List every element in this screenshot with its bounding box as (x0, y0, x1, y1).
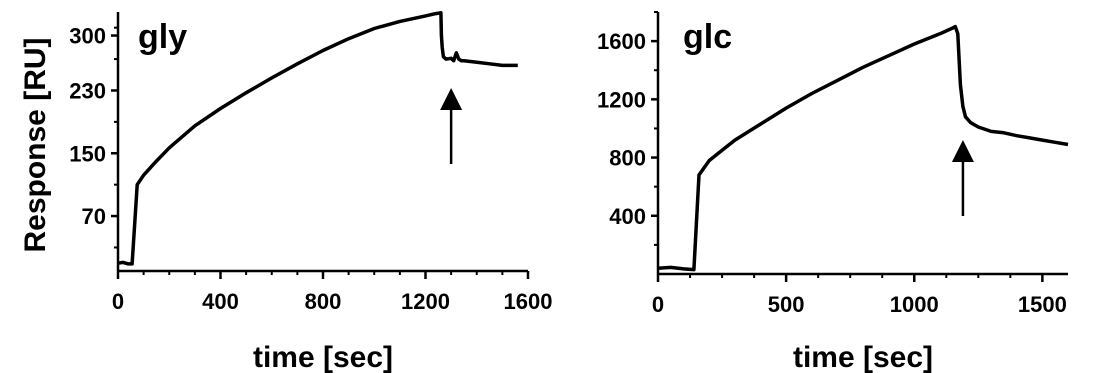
x-tick-label: 500 (768, 292, 805, 317)
y-tick-label: 800 (609, 146, 646, 171)
x-axis-label: time [sec] (793, 341, 933, 373)
y-tick-label: 150 (69, 141, 106, 166)
series-line (117, 11, 518, 266)
x-tick-label: 1200 (401, 289, 450, 314)
x-tick-label: 400 (202, 289, 239, 314)
arrow-head (440, 88, 463, 110)
y-axis-label: Response [RU] (19, 37, 52, 252)
y-tick-label: 400 (609, 204, 646, 229)
chart-title: glc (683, 18, 732, 56)
y-tick-label: 230 (69, 78, 106, 103)
x-tick-label: 800 (305, 289, 342, 314)
y-tick-label: 1200 (597, 87, 646, 112)
x-tick-label: 0 (652, 292, 664, 317)
y-tick-label: 70 (82, 204, 106, 229)
chart-panel-glc: 0 500 1000 1500 400 800 1200 1600 glc time [sec] (597, 11, 1069, 373)
y-tick-label: 300 (69, 24, 106, 49)
x-axis-label: time [sec] (253, 341, 393, 373)
y-tick-label: 1600 (597, 29, 646, 54)
chart-panel-gly: 0 400 800 1200 1600 70 150 230 300 gly time [sec] (69, 11, 553, 373)
x-tick-label: 1000 (890, 292, 939, 317)
series-line (657, 24, 1069, 272)
x-tick-label: 1500 (1018, 292, 1067, 317)
x-tick-label: 0 (112, 289, 124, 314)
arrow-head (951, 140, 974, 162)
x-tick-label: 1600 (504, 289, 553, 314)
chart-title: gly (138, 18, 187, 56)
